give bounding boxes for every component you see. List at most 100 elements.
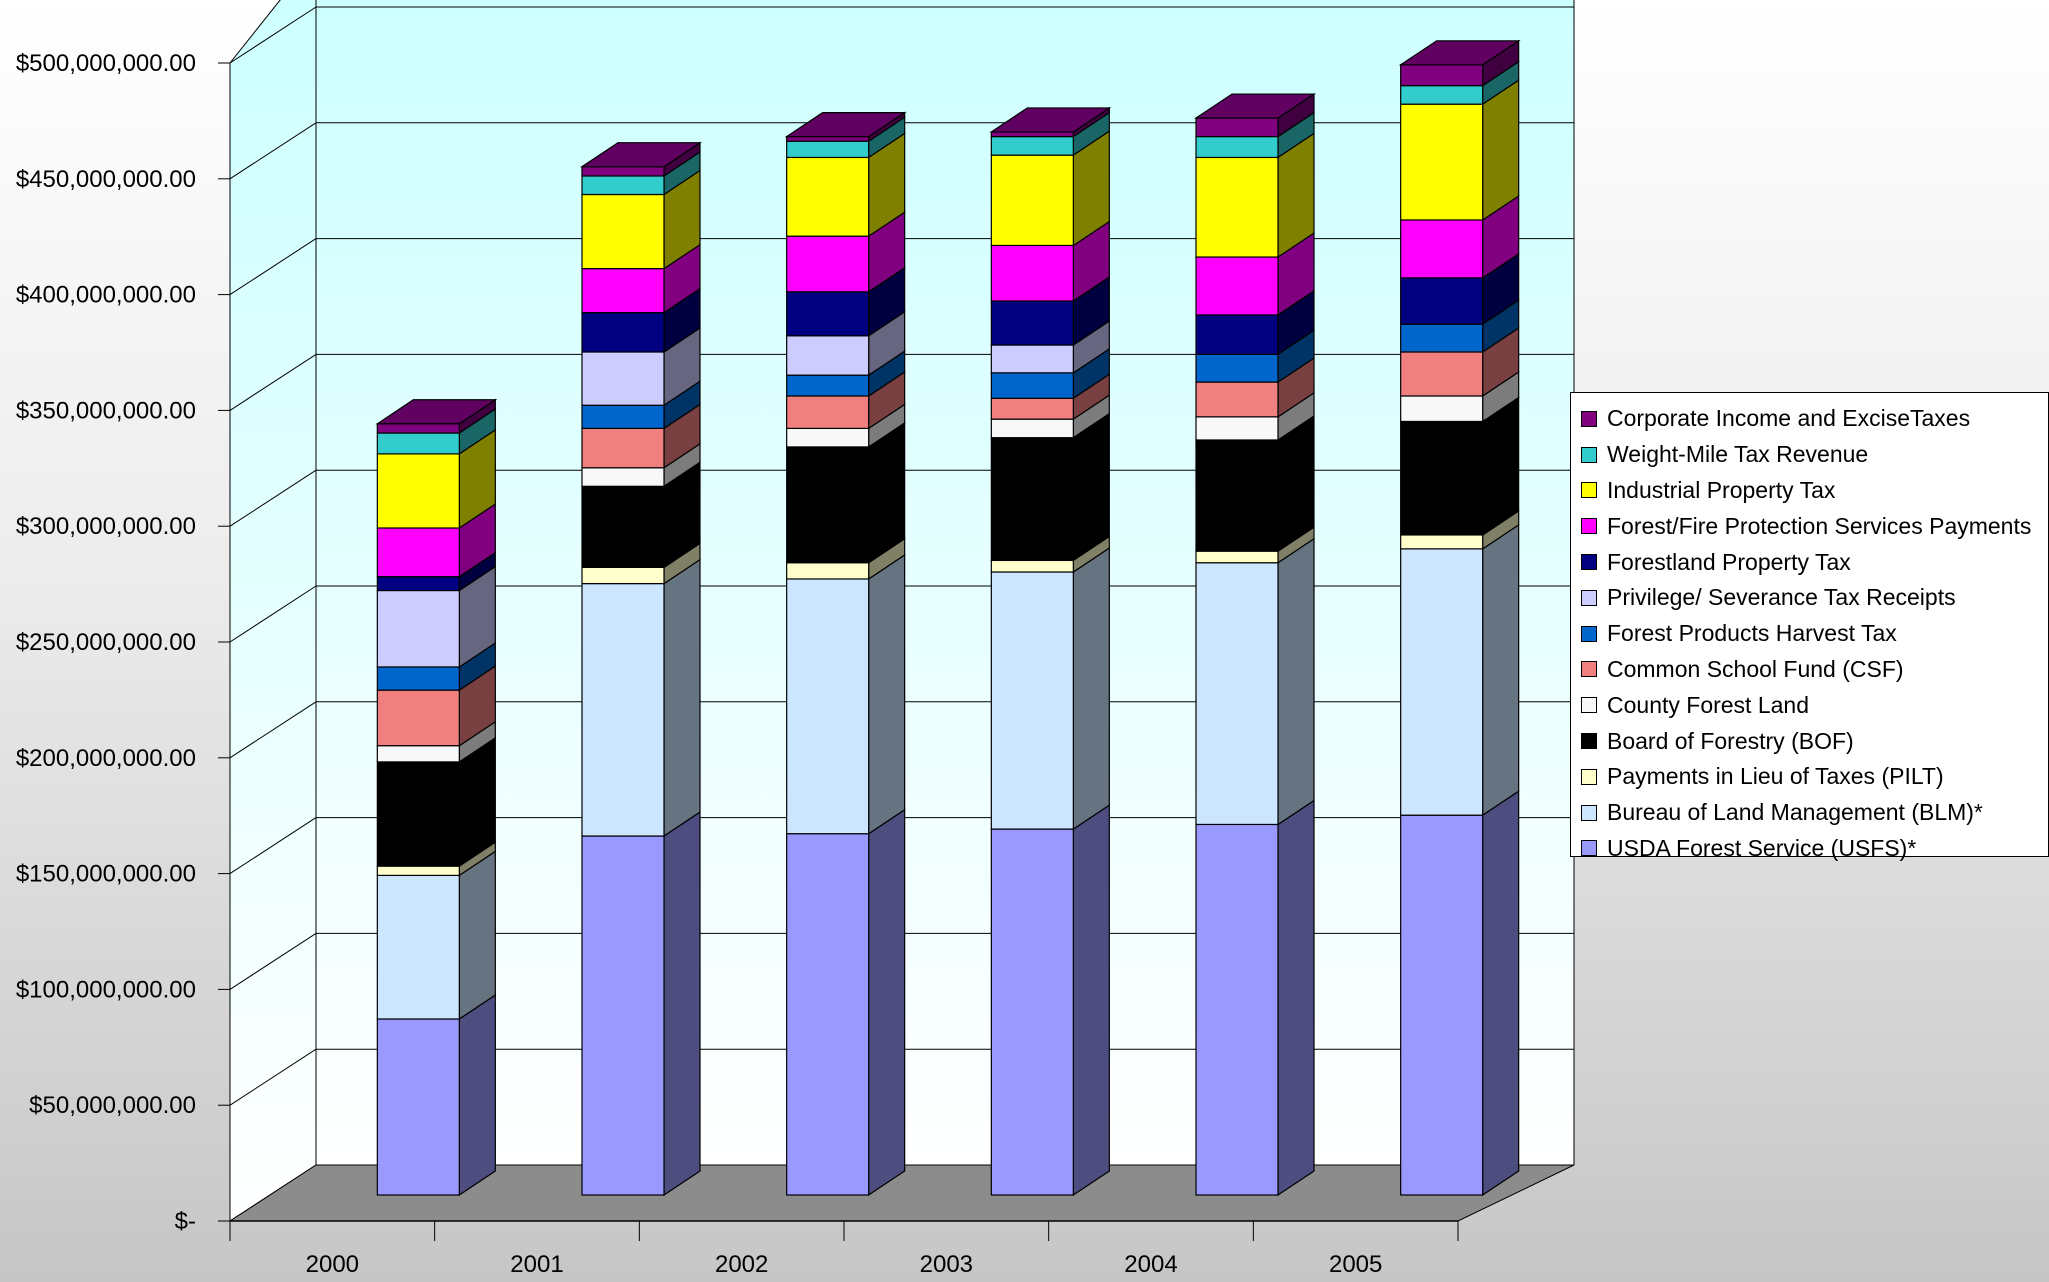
gridline (229, 932, 317, 990)
legend-item: USDA Forest Service (USFS)* (1581, 831, 2048, 867)
bar-front (786, 578, 870, 835)
gridline (229, 1048, 317, 1106)
bar-front (376, 432, 460, 455)
bar-segment (786, 116, 906, 159)
bar-stack-2000 (375, 398, 498, 1197)
legend-item: Payments in Lieu of Taxes (PILT) (1581, 759, 2048, 795)
legend-swatch (1581, 446, 1597, 463)
gridline (229, 585, 317, 643)
bar-segment (786, 553, 906, 835)
legend-label: USDA Forest Service (USFS)* (1607, 834, 1917, 861)
bar-front (1195, 381, 1279, 418)
legend-swatch (1581, 697, 1597, 714)
y-tick-label: $50,000,000.00 (29, 1092, 196, 1119)
legend-label: County Forest Land (1607, 691, 1810, 718)
gridlines (229, 6, 1574, 1106)
bar-front (1195, 439, 1279, 552)
bar-front (1195, 823, 1279, 1196)
bar-segment (1195, 537, 1315, 826)
bar-segment (786, 370, 906, 430)
y-tick-label: $150,000,000.00 (16, 861, 196, 888)
bar-segment (376, 736, 496, 868)
bar-front (581, 835, 665, 1196)
bar-top (375, 399, 498, 425)
bar-segment (1400, 79, 1520, 222)
y-axis-tick-labels: $- $50,000,000.00 $100,000,000.00 $150,000,… (16, 50, 196, 1235)
bar-front (786, 291, 870, 337)
bar-segment (1195, 356, 1315, 418)
y-tick-label: $100,000,000.00 (16, 976, 196, 1003)
bar-side (1072, 546, 1110, 831)
bar-front (1400, 548, 1484, 816)
bar-side (663, 810, 701, 1197)
legend-label: Industrial Property Tax (1607, 476, 1836, 503)
y-tick-label: $300,000,000.00 (16, 513, 196, 540)
bar-front (581, 582, 665, 837)
bar-front (1195, 256, 1279, 316)
legend-swatch (1581, 625, 1597, 642)
bar-front (376, 453, 460, 529)
bar-segment (1400, 252, 1520, 326)
legend-label: Weight-Mile Tax Revenue (1607, 441, 1869, 468)
bar-segment (1400, 509, 1520, 550)
bar-front (990, 372, 1074, 399)
bar-front (1195, 416, 1279, 441)
bar-segment (990, 803, 1110, 1197)
bar-stack-2001 (580, 141, 702, 1197)
bar-segment (581, 150, 701, 196)
bar-front (990, 397, 1074, 420)
legend-label: Corporate Income and ExciseTaxes (1607, 405, 1971, 432)
y-tick-label: $400,000,000.00 (16, 282, 196, 309)
y-tick-label: $450,000,000.00 (16, 166, 196, 193)
bar-segment (1195, 799, 1315, 1197)
bar-front (1195, 135, 1279, 159)
legend-swatch (1581, 733, 1597, 750)
bar-front (581, 312, 665, 353)
bar-front (1400, 219, 1484, 279)
bar-front (990, 344, 1074, 374)
bar-top (580, 142, 702, 168)
bar-top (1398, 40, 1521, 66)
legend-swatch (1581, 768, 1597, 785)
bar-segment (786, 350, 906, 398)
gridline (229, 701, 317, 759)
legend-swatch (1581, 554, 1597, 571)
bar-top (784, 111, 907, 138)
bar-side (1072, 803, 1110, 1197)
bar-front (581, 351, 665, 406)
bar-front (581, 166, 665, 177)
gridline (229, 238, 317, 296)
bar-front (786, 427, 870, 448)
bar-segment (581, 558, 701, 838)
x-tick-label: 2001 (510, 1251, 563, 1278)
bar-front (990, 437, 1074, 562)
bar-front (376, 745, 460, 763)
legend-item: County Forest Land (1581, 687, 2048, 723)
legend-label: Forestland Property Tax (1607, 548, 1851, 575)
legend-item: Common School Fund (CSF) (1581, 652, 2048, 688)
bar-front (1400, 323, 1484, 353)
bar-segment (581, 169, 701, 270)
bar-front (990, 131, 1074, 138)
legend-item: Forest Products Harvest Tax (1581, 616, 2048, 652)
bar-front (376, 589, 460, 668)
bar-side (868, 553, 906, 835)
bar-front (376, 1018, 460, 1196)
bar-stack-2005 (1398, 39, 1521, 1197)
back-wall (315, 0, 1575, 1166)
bar-segment (990, 275, 1110, 347)
bar-segment (786, 403, 906, 449)
legend-item: Forestland Property Tax (1581, 544, 2048, 580)
bar-front (990, 154, 1074, 247)
bar-side (458, 993, 496, 1197)
bar-front (990, 828, 1074, 1196)
bar-front (581, 404, 665, 430)
bar-front (990, 300, 1074, 346)
bar-front (1400, 395, 1484, 423)
bar-side (1072, 412, 1110, 562)
bar-segment (581, 442, 701, 488)
bar-stack-2004 (1194, 92, 1316, 1197)
bar-top (989, 107, 1112, 133)
y-tick-label: $- (175, 1208, 196, 1235)
bar-front (990, 418, 1074, 439)
